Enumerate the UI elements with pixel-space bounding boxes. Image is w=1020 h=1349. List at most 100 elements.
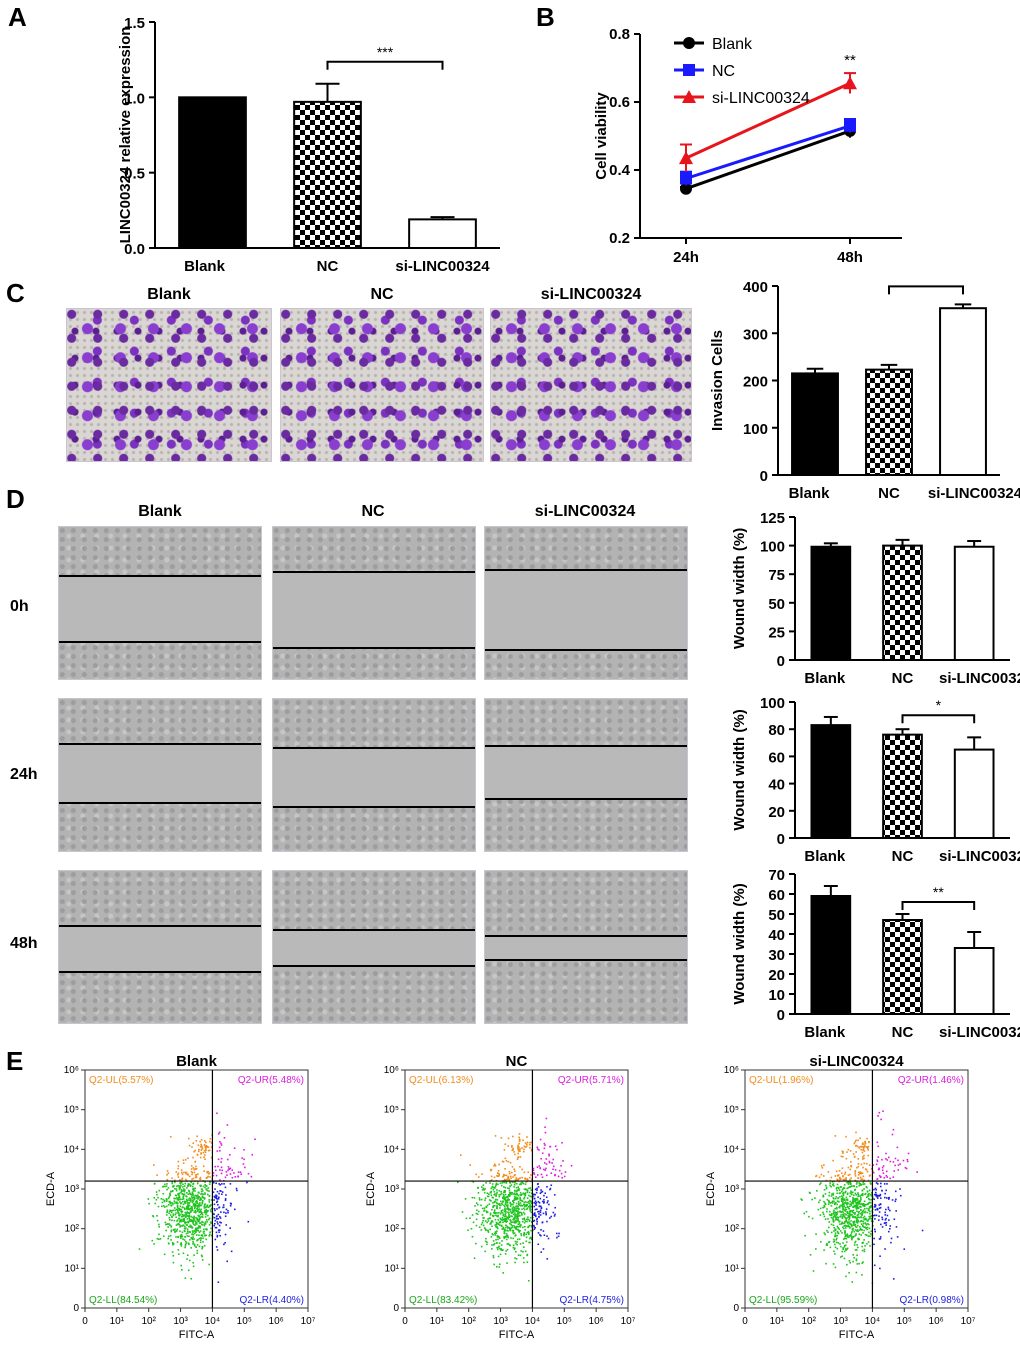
event-dot (853, 1224, 855, 1226)
event-dot (217, 1281, 220, 1283)
event-dot (178, 1185, 181, 1187)
event-dot (172, 1186, 174, 1188)
event-dot (205, 1234, 207, 1237)
event-dot (192, 1240, 194, 1243)
event-dot (514, 1192, 516, 1194)
event-dot (201, 1216, 204, 1218)
event-dot (193, 1254, 195, 1257)
event-dot (543, 1194, 545, 1197)
event-dot (863, 1188, 865, 1190)
event-dot (508, 1170, 511, 1173)
event-dot (857, 1207, 860, 1210)
event-dot (829, 1246, 832, 1249)
event-dot (525, 1180, 528, 1183)
event-dot (199, 1185, 202, 1188)
event-dot (477, 1192, 480, 1194)
event-dot (850, 1223, 853, 1226)
event-dot (496, 1227, 499, 1230)
event-dot (528, 1191, 531, 1194)
event-dot (854, 1206, 857, 1208)
event-dot (876, 1183, 879, 1185)
event-dot (184, 1189, 186, 1191)
data-point (680, 182, 692, 195)
event-dot (523, 1246, 525, 1248)
event-dot (828, 1213, 831, 1216)
event-dot (823, 1204, 826, 1207)
event-dot (197, 1238, 199, 1241)
event-dot (848, 1208, 851, 1210)
event-dot (182, 1162, 185, 1164)
x-tick-label: 10⁴ (525, 1316, 540, 1327)
event-dot (877, 1219, 880, 1221)
event-dot (152, 1164, 155, 1166)
event-dot (869, 1233, 872, 1235)
event-dot (216, 1221, 219, 1223)
event-dot (522, 1203, 525, 1206)
series-line-2 (685, 81, 851, 160)
event-dot (835, 1187, 838, 1190)
event-dot (524, 1229, 527, 1231)
event-dot (554, 1213, 556, 1216)
event-dot (549, 1145, 551, 1148)
event-dot (875, 1163, 878, 1166)
event-dot (844, 1201, 847, 1204)
event-dot (511, 1166, 514, 1168)
event-dot (868, 1175, 871, 1177)
event-dot (147, 1198, 150, 1200)
event-dot (891, 1199, 894, 1201)
event-dot (512, 1200, 514, 1203)
y-tick-label: 40 (768, 927, 785, 944)
flow-title: NC (506, 1053, 528, 1070)
event-dot (219, 1189, 221, 1192)
event-dot (157, 1205, 160, 1208)
event-dot (162, 1205, 165, 1207)
event-dot (496, 1206, 498, 1208)
event-dot (856, 1214, 859, 1217)
event-dot (186, 1208, 189, 1211)
bar-nc (293, 100, 362, 249)
event-dot (515, 1228, 518, 1231)
event-dot (857, 1216, 859, 1218)
event-dot (494, 1163, 496, 1166)
event-dot (498, 1242, 501, 1244)
event-dot (198, 1206, 200, 1208)
event-dot (876, 1159, 879, 1162)
event-dot (189, 1211, 191, 1213)
event-dot (865, 1196, 868, 1199)
event-dot (859, 1171, 862, 1173)
event-dot (200, 1145, 203, 1147)
event-dot (512, 1237, 515, 1240)
event-dot (516, 1146, 519, 1148)
event-dot (563, 1175, 566, 1178)
event-dot (875, 1182, 878, 1184)
event-dot (884, 1214, 887, 1216)
event-dot (188, 1197, 191, 1200)
y-tick-label: 10 (768, 987, 785, 1004)
event-dot (871, 1167, 873, 1170)
event-dot (831, 1181, 834, 1183)
event-dot (481, 1221, 484, 1224)
event-dot (509, 1201, 512, 1204)
event-dot (521, 1214, 523, 1216)
event-dot (841, 1255, 844, 1257)
event-dot (202, 1200, 204, 1202)
event-dot (190, 1218, 192, 1221)
event-dot (184, 1208, 186, 1210)
event-dot (543, 1234, 546, 1237)
event-dot (195, 1227, 197, 1230)
event-dot (225, 1171, 228, 1173)
y-tick-label: 400 (743, 279, 768, 296)
event-dot (171, 1241, 174, 1244)
event-dot (527, 1230, 530, 1233)
event-dot (170, 1230, 173, 1233)
event-dot (218, 1215, 221, 1218)
event-dot (849, 1233, 852, 1236)
event-dot (202, 1165, 205, 1168)
event-dot (511, 1149, 514, 1152)
event-dot (829, 1214, 832, 1217)
event-dot (173, 1179, 176, 1182)
event-dot (839, 1192, 842, 1194)
event-dot (489, 1228, 491, 1231)
event-dot (201, 1190, 204, 1192)
event-dot (164, 1183, 166, 1186)
